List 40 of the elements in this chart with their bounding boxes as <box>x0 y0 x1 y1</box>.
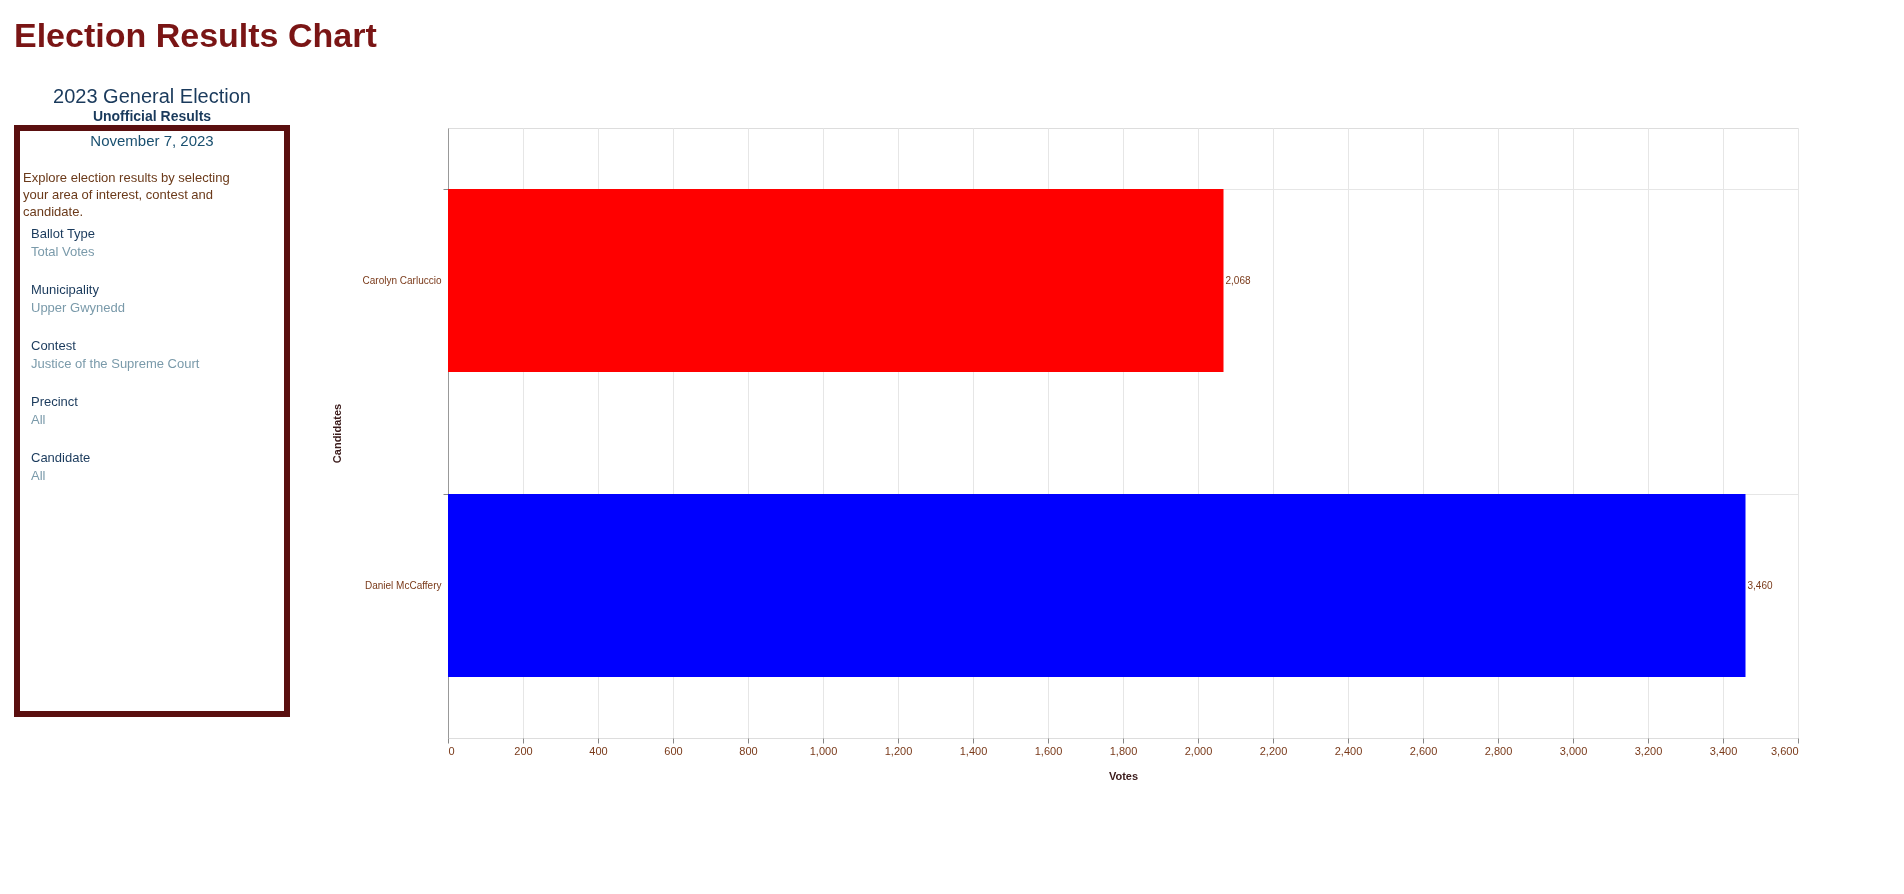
x-axis-title: Votes <box>1108 769 1139 782</box>
chart-title: Election Results Chart <box>14 16 377 54</box>
x-tick-label: 1,200 <box>884 744 913 757</box>
text: All <box>31 468 46 483</box>
data-label: 3,460 <box>1747 579 1773 591</box>
x-tick-label: 1,800 <box>1109 744 1138 757</box>
text: Explore election results by selecting your area of interest, contest and candidate. <box>23 170 230 219</box>
x-tick-label: 0 <box>448 744 455 757</box>
x-tick-label: 2,400 <box>1334 744 1363 757</box>
text: Precinct <box>31 394 79 409</box>
text: November 7, 2023 <box>90 132 214 149</box>
x-tick-label: 2,600 <box>1409 744 1438 757</box>
text: All <box>31 412 46 427</box>
text: Justice of the Supreme Court <box>31 356 200 371</box>
x-tick-label: 600 <box>664 744 683 757</box>
x-tick-label: 3,000 <box>1559 744 1588 757</box>
x-tick-label: 1,000 <box>809 744 838 757</box>
x-tick-label: 200 <box>514 744 533 757</box>
text: Total Votes <box>31 244 96 259</box>
y-tick-label: Daniel McCaffery <box>364 579 442 591</box>
y-tick-label: Carolyn Carluccio <box>362 274 442 286</box>
text: Candidate <box>31 450 91 465</box>
x-tick-label: 1,600 <box>1034 744 1063 757</box>
x-tick-label: 2,000 <box>1184 744 1213 757</box>
x-tick-label: 3,600 <box>1770 744 1799 757</box>
y-axis-title: Candidates <box>330 403 343 464</box>
x-tick-label: 800 <box>739 744 758 757</box>
text: Municipality <box>31 282 100 297</box>
text: Ballot Type <box>31 226 96 241</box>
x-tick-label: 400 <box>589 744 608 757</box>
text: Contest <box>31 338 77 353</box>
text: Unofficial Results <box>92 108 212 124</box>
text: 2023 General Election <box>53 85 251 107</box>
x-tick-label: 2,800 <box>1484 744 1513 757</box>
data-label: 2,068 <box>1225 274 1251 286</box>
x-tick-label: 3,200 <box>1634 744 1663 757</box>
x-tick-label: 1,400 <box>959 744 988 757</box>
x-tick-label: 2,200 <box>1259 744 1288 757</box>
text: Upper Gwynedd <box>31 300 125 315</box>
x-tick-label: 3,400 <box>1709 744 1738 757</box>
